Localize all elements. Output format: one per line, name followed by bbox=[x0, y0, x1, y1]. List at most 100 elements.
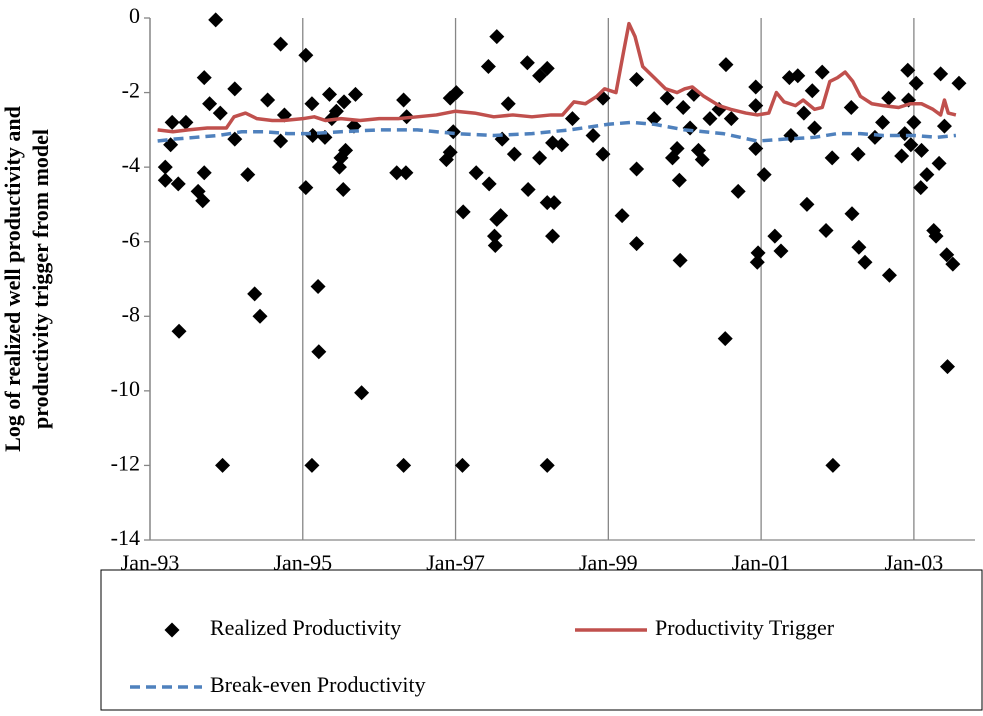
scatter-point bbox=[717, 331, 733, 347]
scatter-point bbox=[554, 137, 570, 153]
scatter-point bbox=[906, 114, 922, 130]
scatter-point bbox=[481, 176, 497, 192]
scatter-point bbox=[796, 105, 812, 121]
scatter-point bbox=[881, 267, 897, 283]
scatter-point bbox=[196, 70, 212, 86]
scatter-point bbox=[894, 148, 910, 164]
scatter-point bbox=[247, 286, 263, 302]
scatter-point bbox=[396, 457, 412, 473]
scatter-point bbox=[913, 180, 929, 196]
scatter-point bbox=[857, 254, 873, 270]
scatter-point bbox=[900, 62, 916, 78]
scatter-point bbox=[933, 66, 949, 82]
scatter-point bbox=[799, 196, 815, 212]
scatter-point bbox=[903, 137, 919, 153]
scatter-point bbox=[951, 75, 967, 91]
legend-label: Break-even Productivity bbox=[210, 672, 426, 697]
scatter-point bbox=[875, 114, 891, 130]
scatter-point bbox=[331, 159, 347, 175]
x-tick-label: Jan-93 bbox=[121, 550, 180, 575]
scatter-point bbox=[694, 152, 710, 168]
scatter-point bbox=[659, 90, 675, 106]
scatter-point bbox=[170, 176, 186, 192]
scatter-point bbox=[825, 457, 841, 473]
scatter-point bbox=[850, 146, 866, 162]
scatter-point bbox=[252, 308, 268, 324]
scatter-point bbox=[730, 183, 746, 199]
line-series bbox=[157, 21, 957, 134]
scatter-point bbox=[844, 206, 860, 222]
scatter-point bbox=[804, 83, 820, 99]
scatter-point bbox=[669, 141, 685, 156]
scatter-point bbox=[672, 252, 688, 268]
scatter-point bbox=[532, 68, 548, 84]
scatter-point bbox=[480, 58, 496, 74]
scatter-point bbox=[195, 193, 211, 209]
scatter-point bbox=[546, 195, 562, 211]
scatter-point bbox=[867, 129, 883, 145]
legend-marker bbox=[164, 622, 180, 638]
scatter-point bbox=[723, 111, 739, 127]
scatter-point bbox=[675, 99, 691, 115]
scatter-point bbox=[506, 146, 522, 162]
scatter-point bbox=[454, 457, 470, 473]
scatter-point bbox=[489, 29, 505, 45]
scatter-point bbox=[336, 94, 352, 110]
scatter-point bbox=[671, 172, 687, 188]
scatter-point bbox=[398, 165, 414, 181]
y-axis-label-line: productivity trigger from model bbox=[28, 129, 53, 429]
scatter-point bbox=[814, 64, 830, 80]
scatter-point bbox=[202, 96, 218, 112]
scatter-point bbox=[171, 323, 187, 339]
scatter-point bbox=[304, 457, 320, 473]
scatter-point bbox=[914, 142, 930, 158]
scatter-point bbox=[442, 144, 458, 160]
scatter-point bbox=[487, 237, 503, 253]
scatter-point bbox=[240, 167, 256, 183]
scatter-point bbox=[448, 85, 464, 101]
scatter-point bbox=[468, 165, 484, 181]
scatter-point bbox=[939, 247, 955, 263]
y-tick-label: -10 bbox=[111, 376, 140, 401]
scatter-point bbox=[931, 155, 947, 171]
scatter-point bbox=[773, 243, 789, 259]
scatter-point bbox=[227, 131, 243, 147]
scatter-point bbox=[310, 278, 326, 294]
scatter-point bbox=[322, 86, 338, 102]
scatter-point bbox=[389, 165, 405, 181]
scatter-point bbox=[646, 111, 662, 127]
legend-label: Realized Productivity bbox=[210, 615, 401, 640]
scatter-point bbox=[273, 36, 289, 52]
y-tick-label: -12 bbox=[111, 450, 140, 475]
legend-box bbox=[100, 569, 983, 711]
scatter-point bbox=[164, 114, 180, 130]
scatter-point bbox=[532, 150, 548, 166]
scatter-point bbox=[487, 228, 503, 244]
x-tick-label: Jan-99 bbox=[579, 550, 638, 575]
scatter-point bbox=[157, 172, 173, 188]
scatter-point bbox=[347, 86, 363, 102]
scatter-point bbox=[335, 182, 351, 198]
scatter-point bbox=[756, 167, 772, 183]
scatter-point bbox=[328, 103, 344, 119]
y-tick-label: -6 bbox=[122, 227, 140, 252]
scatter-point bbox=[539, 457, 555, 473]
x-tick-label: Jan-03 bbox=[885, 550, 944, 575]
line-series bbox=[157, 120, 957, 143]
scatter-point bbox=[273, 133, 289, 149]
scatter-point bbox=[614, 208, 630, 224]
scatter-point bbox=[304, 96, 320, 112]
scatter-point bbox=[702, 111, 718, 127]
scatter-point bbox=[682, 120, 698, 136]
scatter-point bbox=[629, 161, 645, 177]
scatter-point bbox=[595, 146, 611, 162]
scatter-point bbox=[298, 180, 314, 196]
scatter-point bbox=[519, 55, 535, 71]
scatter-point bbox=[178, 114, 194, 130]
scatter-point bbox=[212, 105, 228, 121]
scatter-point bbox=[767, 228, 783, 244]
scatter-point bbox=[748, 98, 764, 114]
scatter-point bbox=[493, 208, 509, 224]
